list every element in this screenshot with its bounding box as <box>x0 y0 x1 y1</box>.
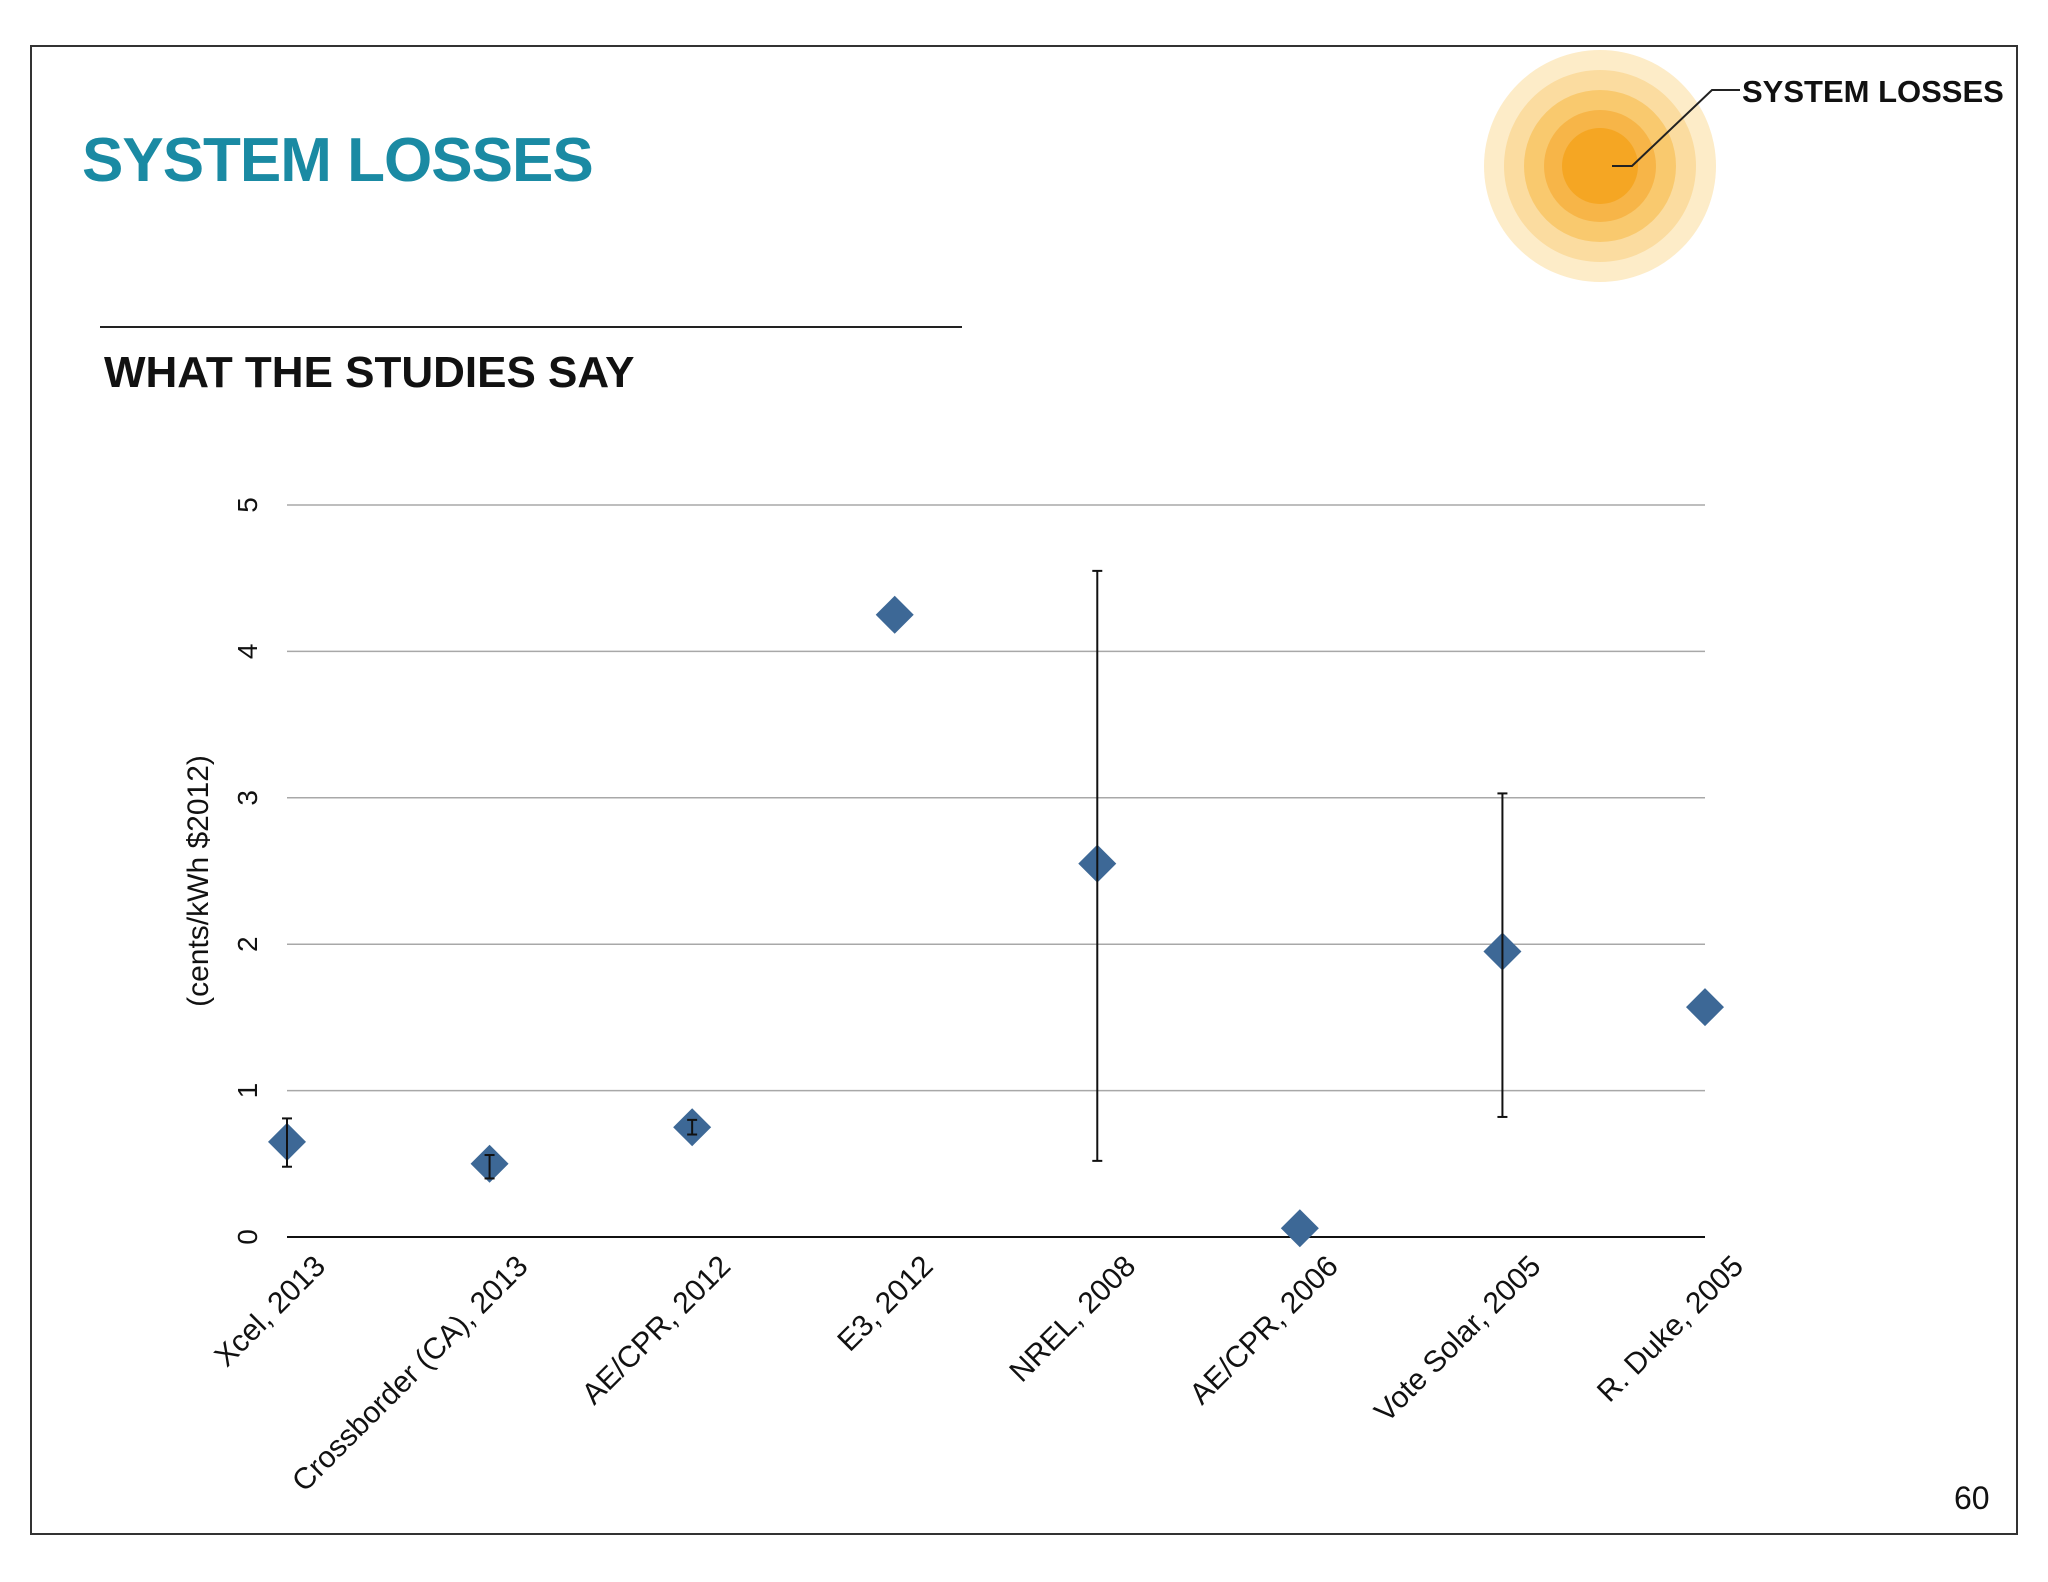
data-point <box>875 595 914 634</box>
x-tick-label: Vote Solar, 2005 <box>1368 1250 1547 1429</box>
x-tick-label: E3, 2012 <box>831 1250 939 1358</box>
section-subtitle: WHAT THE STUDIES SAY <box>104 348 635 397</box>
page-number: 60 <box>1954 1480 1990 1516</box>
callout-line <box>1612 89 1740 167</box>
slide <box>30 45 2018 1535</box>
x-tick-label: AE/CPR, 2006 <box>1184 1250 1345 1411</box>
y-tick-label: 5 <box>232 497 263 513</box>
data-point <box>1686 988 1724 1027</box>
x-tick-label: NREL, 2008 <box>1003 1250 1142 1389</box>
y-tick-label: 4 <box>232 644 263 660</box>
y-axis-label: (cents/kWh $2012) <box>182 755 215 1007</box>
y-tick-label: 3 <box>232 790 263 806</box>
y-tick-label: 1 <box>232 1083 263 1099</box>
page-title: SYSTEM LOSSES <box>82 126 594 195</box>
x-tick-label: Xcel, 2013 <box>208 1250 332 1374</box>
x-tick-label: AE/CPR, 2012 <box>576 1250 737 1411</box>
section-divider <box>100 326 962 328</box>
data-point <box>1280 1209 1319 1248</box>
x-tick-label: R. Duke, 2005 <box>1591 1250 1750 1409</box>
x-tick-label: Crossborder (CA), 2013 <box>286 1250 535 1499</box>
sun-badge-label: SYSTEM LOSSES <box>1742 74 2004 109</box>
y-tick-label: 0 <box>232 1229 263 1245</box>
sun-core <box>1562 128 1638 204</box>
y-tick-label: 2 <box>232 936 263 952</box>
